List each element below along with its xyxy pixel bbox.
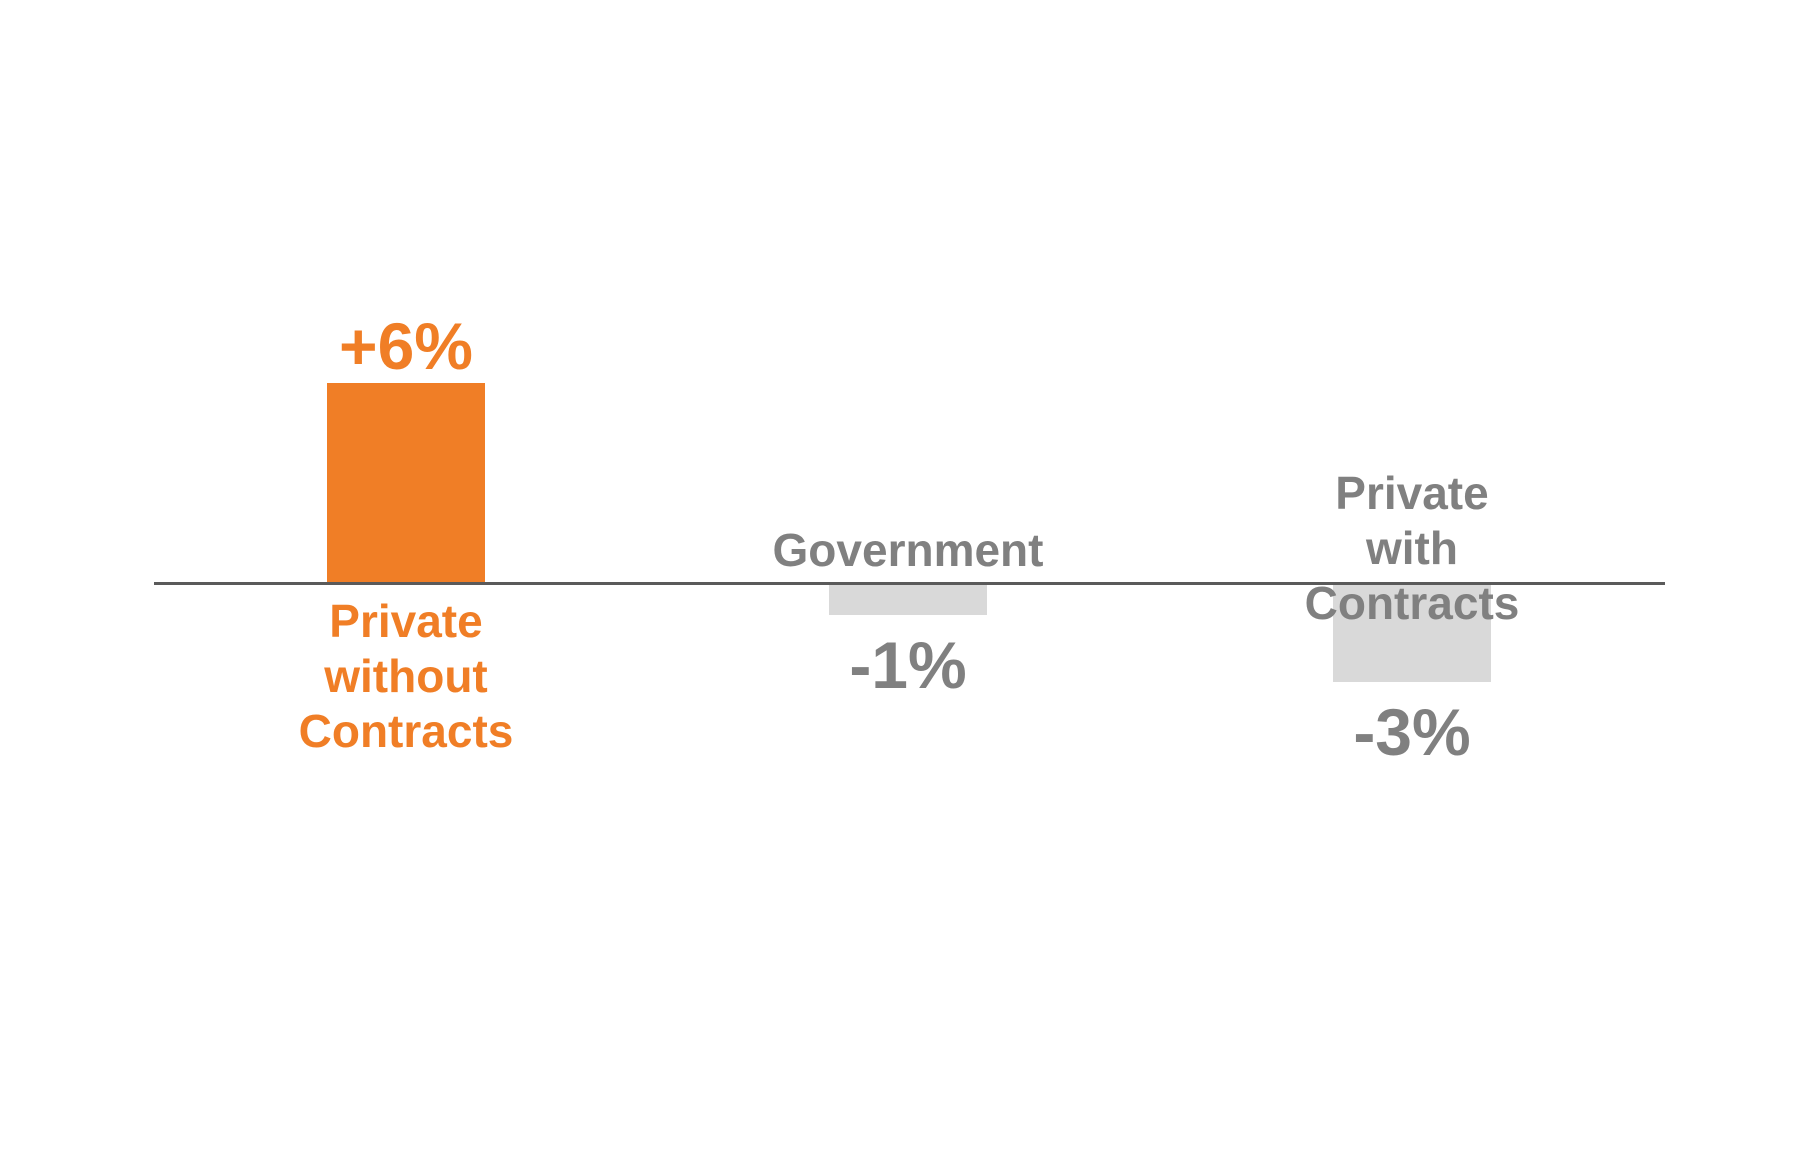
bar-private-without-contracts <box>327 382 485 582</box>
bar-private-with-contracts <box>1333 582 1491 682</box>
value-label-private-with-contracts: -3% <box>1353 694 1471 769</box>
category-label-private-without-contracts: Private without Contracts <box>298 595 514 757</box>
bar-group-private-without-contracts: +6% Private without Contracts <box>299 0 514 1172</box>
bar-government <box>829 582 987 616</box>
x-axis-line <box>154 582 1665 585</box>
bar-group-government: -1% Government <box>773 0 1044 1172</box>
category-label-private-with-contracts: Private with Contracts <box>1304 467 1520 629</box>
value-label-government: -1% <box>849 628 967 703</box>
value-label-private-without-contracts: +6% <box>339 308 473 383</box>
category-label-government: Government <box>772 524 1044 576</box>
bar-group-private-with-contracts: -3% Private with Contracts <box>1305 0 1520 1172</box>
